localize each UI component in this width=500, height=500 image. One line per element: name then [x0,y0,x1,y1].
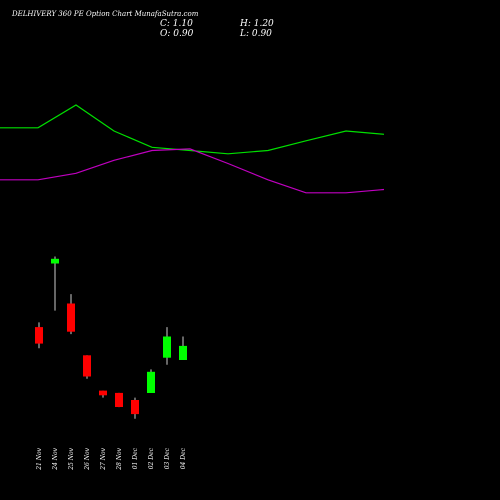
x-tick-label: 04 Dec [180,447,187,469]
chart-title: DELHIVERY 360 PE Option Chart MunafaSutr… [12,10,199,18]
candle-body [83,355,91,377]
candle-body [163,336,171,358]
candle-body [35,327,43,344]
x-tick-label: 21 Nov [36,447,43,470]
open-value: O: 0.90 [160,29,194,39]
candle-body [67,303,75,332]
x-tick-label: 02 Dec [148,447,155,469]
close-value: C: 1.10 [160,19,193,29]
x-tick-label: 01 Dec [132,447,139,469]
x-tick-label: 26 Nov [84,447,91,470]
candle-body [99,390,107,396]
overlay-line-2 [0,148,385,194]
high-value: H: 1.20 [240,19,274,29]
candle-body [115,392,123,407]
candle-body [131,400,139,415]
x-tick-label: 24 Nov [52,447,59,470]
x-tick-label: 28 Nov [116,447,123,470]
low-value: L: 0.90 [240,29,272,39]
overlay-line-1 [0,104,385,155]
candle-body [147,371,155,393]
x-tick-label: 27 Nov [100,447,107,470]
x-tick-label: 25 Nov [68,447,75,470]
candle-body [179,345,187,360]
candle-body [51,258,59,264]
x-tick-label: 03 Dec [164,447,171,469]
